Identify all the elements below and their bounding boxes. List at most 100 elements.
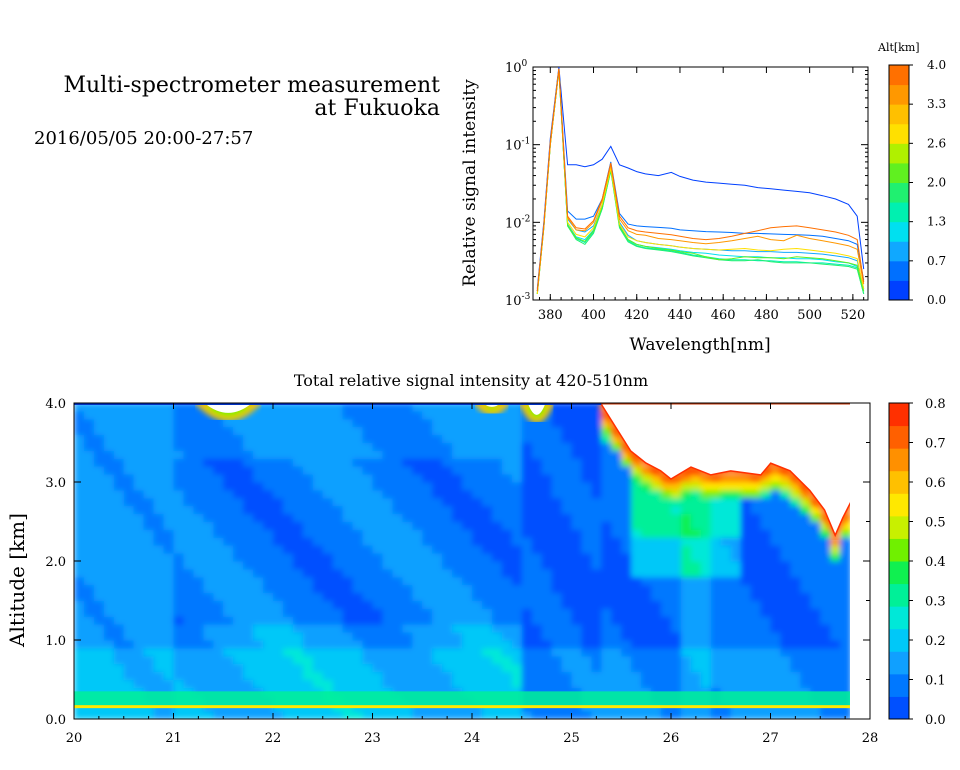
heatmap-cell — [253, 473, 265, 483]
heatmap-cell — [103, 584, 115, 594]
heatmap-cell — [422, 592, 434, 601]
heatmap-cell — [551, 702, 563, 712]
heatmap-cell — [581, 686, 593, 696]
heatmap-cell — [103, 592, 115, 601]
heatmap-cell — [273, 505, 284, 515]
heatmap-cell — [770, 702, 782, 712]
heatmap-cell — [700, 536, 712, 546]
heatmap-cell — [581, 631, 593, 641]
heatmap-cell — [292, 473, 304, 483]
heatmap-cell — [402, 568, 414, 578]
heatmap-cell — [561, 418, 573, 428]
heatmap-cell — [601, 473, 613, 483]
heatmap-cell — [740, 702, 752, 712]
heatmap-cell — [382, 410, 394, 420]
heatmap-cell — [710, 544, 722, 554]
heatmap-cell — [203, 403, 215, 412]
heatmap-cell — [312, 592, 324, 601]
heatmap-cell — [302, 481, 314, 491]
heatmap-cell — [263, 442, 274, 451]
heatmap-cell — [243, 679, 255, 688]
heatmap-cell — [253, 710, 265, 719]
heatmap-cell — [651, 528, 663, 538]
heatmap-cell — [422, 481, 434, 491]
heatmap-cell — [770, 473, 782, 483]
heatmap-cell — [601, 576, 613, 586]
heatmap-cell — [322, 663, 334, 673]
heatmap-cell — [342, 505, 354, 515]
heatmap-cell — [501, 442, 513, 451]
heatmap-cell — [780, 615, 792, 625]
heatmap-cell — [133, 442, 145, 451]
heatmap-cell — [611, 497, 623, 507]
heatmap-cell — [641, 528, 653, 538]
heatmap-cell — [541, 536, 553, 546]
heatmap-cell — [442, 473, 454, 483]
heatmap-y-label: Altitude [km] — [5, 513, 29, 648]
heatmap-cell — [651, 639, 663, 649]
heatmap-cell — [462, 505, 473, 515]
heatmap-cell — [641, 489, 653, 499]
heatmap-cell — [621, 544, 633, 554]
heatmap-cell — [412, 639, 424, 649]
heatmap-cell — [740, 584, 752, 594]
heatmap-cell — [611, 631, 623, 641]
heatmap-cell — [113, 473, 125, 483]
heatmap-cell — [74, 694, 85, 704]
heatmap-cell — [601, 513, 613, 522]
heatmap-cell — [83, 568, 95, 578]
heatmap-cell — [690, 592, 702, 601]
heatmap-cell — [352, 442, 364, 451]
heatmap-cell — [412, 403, 424, 412]
heatmap-cell — [641, 631, 653, 641]
heatmap-cell — [153, 694, 165, 704]
heatmap-cell — [491, 434, 503, 443]
heatmap-cell — [810, 623, 822, 633]
heatmap-cell — [760, 623, 772, 633]
heatmap-cell — [491, 528, 503, 538]
heatmap-x-tick-label: 28 — [862, 731, 879, 746]
heatmap-cell — [322, 521, 334, 530]
heatmap-cell — [452, 434, 464, 443]
heatmap-cell — [770, 576, 782, 586]
heatmap-cell — [183, 449, 195, 459]
heatmap-cell — [412, 655, 424, 665]
heatmap-cell — [263, 710, 274, 719]
heatmap-cell — [322, 607, 334, 617]
heatmap-cell — [671, 552, 682, 562]
heatmap-cell — [362, 410, 374, 420]
heatmap-cell — [760, 647, 772, 657]
heatmap-cell — [601, 663, 613, 673]
heatmap-cell — [581, 710, 593, 719]
heatmap-cell — [521, 528, 533, 538]
heatmap-cell — [163, 710, 175, 719]
heatmap-cell — [750, 623, 762, 633]
heatmap-cell — [491, 560, 503, 570]
heatmap-cell — [133, 426, 145, 436]
heatmap-cell — [203, 647, 215, 657]
heatmap-cell — [273, 568, 284, 578]
heatmap-cell — [750, 600, 762, 609]
heatmap-cell — [720, 552, 732, 562]
heatmap-cell — [611, 465, 623, 475]
heatmap-cell — [173, 702, 185, 712]
heatmap-cell — [591, 481, 603, 491]
heatmap-cell — [720, 560, 732, 570]
heatmap-cell — [511, 671, 523, 680]
heatmap-cell — [531, 434, 543, 443]
heatmap-cell — [462, 663, 473, 673]
heatmap-cell — [382, 647, 394, 657]
heatmap-cell — [531, 592, 543, 601]
heatmap-cell — [780, 623, 792, 633]
heatmap-cell — [163, 489, 175, 499]
heatmap-cell — [442, 679, 454, 688]
heatmap-cell — [611, 671, 623, 680]
intensity-colorbar-tick-label: 0.1 — [925, 674, 946, 689]
heatmap-cell — [243, 702, 255, 712]
heatmap-cell — [103, 442, 115, 451]
heatmap-cell — [491, 505, 503, 515]
heatmap-cell — [581, 592, 593, 601]
heatmap-cell — [223, 686, 235, 696]
heatmap-cell — [591, 568, 603, 578]
heatmap-cell — [422, 710, 434, 719]
